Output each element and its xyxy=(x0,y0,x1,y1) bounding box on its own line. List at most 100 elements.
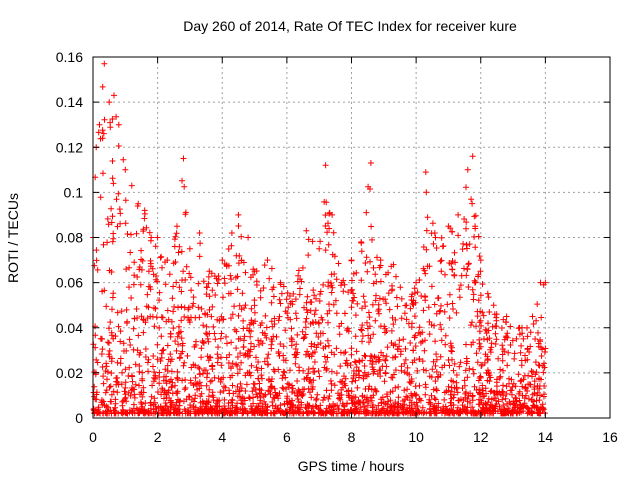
data-point xyxy=(484,377,491,384)
data-point xyxy=(210,394,217,401)
data-point xyxy=(263,334,270,341)
data-point xyxy=(463,225,469,232)
data-point xyxy=(221,383,227,390)
data-point xyxy=(147,313,154,320)
data-point xyxy=(186,270,193,277)
data-point xyxy=(258,365,265,372)
data-point xyxy=(360,399,367,406)
data-point xyxy=(142,346,149,352)
data-point xyxy=(476,389,482,396)
data-point xyxy=(267,391,274,397)
data-point-peak xyxy=(245,234,252,241)
data-point xyxy=(350,270,357,277)
data-point xyxy=(113,196,120,203)
data-point xyxy=(390,402,396,409)
data-point xyxy=(324,310,331,317)
data-point xyxy=(338,410,345,417)
data-point xyxy=(127,392,134,399)
data-point xyxy=(361,299,368,305)
data-point xyxy=(158,333,165,340)
data-point xyxy=(433,386,440,392)
data-point xyxy=(531,378,538,385)
data-point xyxy=(359,322,366,329)
data-point xyxy=(197,371,204,378)
data-point xyxy=(147,283,154,290)
data-point xyxy=(182,376,189,383)
data-point xyxy=(333,276,340,283)
data-point xyxy=(376,295,383,302)
data-point xyxy=(353,364,360,371)
data-point xyxy=(175,249,182,256)
data-point xyxy=(325,395,332,402)
data-point xyxy=(128,372,135,379)
data-point xyxy=(227,272,234,279)
data-point xyxy=(502,334,509,341)
data-point xyxy=(426,263,433,270)
data-point xyxy=(165,316,172,323)
data-point-peak xyxy=(303,227,310,234)
data-point xyxy=(336,406,342,413)
data-point xyxy=(99,83,106,90)
data-point xyxy=(365,309,372,316)
data-point xyxy=(203,323,210,330)
data-point xyxy=(431,301,438,308)
data-point xyxy=(291,351,298,358)
data-point xyxy=(202,400,209,407)
data-point xyxy=(135,332,142,339)
data-point xyxy=(262,391,269,398)
data-point xyxy=(518,342,525,349)
data-point xyxy=(366,339,372,346)
data-point xyxy=(106,347,113,354)
data-point xyxy=(461,265,467,272)
data-point xyxy=(123,306,130,313)
data-point xyxy=(227,374,234,381)
data-point xyxy=(305,370,312,377)
data-point xyxy=(438,268,445,275)
data-point xyxy=(164,367,171,374)
data-point xyxy=(314,391,321,398)
data-point xyxy=(108,205,115,212)
data-point xyxy=(189,303,196,310)
data-point xyxy=(420,307,427,314)
data-point xyxy=(240,259,247,266)
data-point xyxy=(269,323,276,330)
data-point xyxy=(107,319,114,326)
data-point xyxy=(465,260,472,267)
data-point xyxy=(269,399,276,405)
data-point xyxy=(282,357,289,364)
data-point xyxy=(454,389,461,396)
data-point xyxy=(461,216,468,222)
data-point xyxy=(507,323,514,330)
data-point xyxy=(423,189,430,196)
data-point xyxy=(479,382,486,389)
data-point xyxy=(217,389,224,396)
data-point xyxy=(449,300,456,307)
data-point xyxy=(109,294,116,301)
data-point xyxy=(412,343,419,350)
data-point xyxy=(394,303,401,310)
data-point xyxy=(163,394,170,401)
data-point xyxy=(218,330,225,337)
data-point xyxy=(186,317,193,324)
data-point xyxy=(256,380,263,387)
data-point xyxy=(537,338,543,345)
data-point xyxy=(495,398,502,405)
data-point xyxy=(261,262,268,269)
data-point xyxy=(132,381,139,388)
data-point xyxy=(364,325,371,332)
data-point xyxy=(268,299,275,306)
data-point xyxy=(460,240,467,247)
data-point xyxy=(178,303,185,310)
data-point xyxy=(340,288,347,295)
data-point xyxy=(456,286,463,293)
data-point xyxy=(156,289,163,296)
data-point xyxy=(426,406,433,413)
data-point xyxy=(130,401,137,408)
data-point xyxy=(489,323,496,330)
data-point xyxy=(369,361,375,368)
data-point xyxy=(212,336,219,343)
data-point xyxy=(234,370,241,377)
data-point xyxy=(369,301,376,308)
data-point xyxy=(175,341,182,348)
data-point xyxy=(478,362,485,369)
